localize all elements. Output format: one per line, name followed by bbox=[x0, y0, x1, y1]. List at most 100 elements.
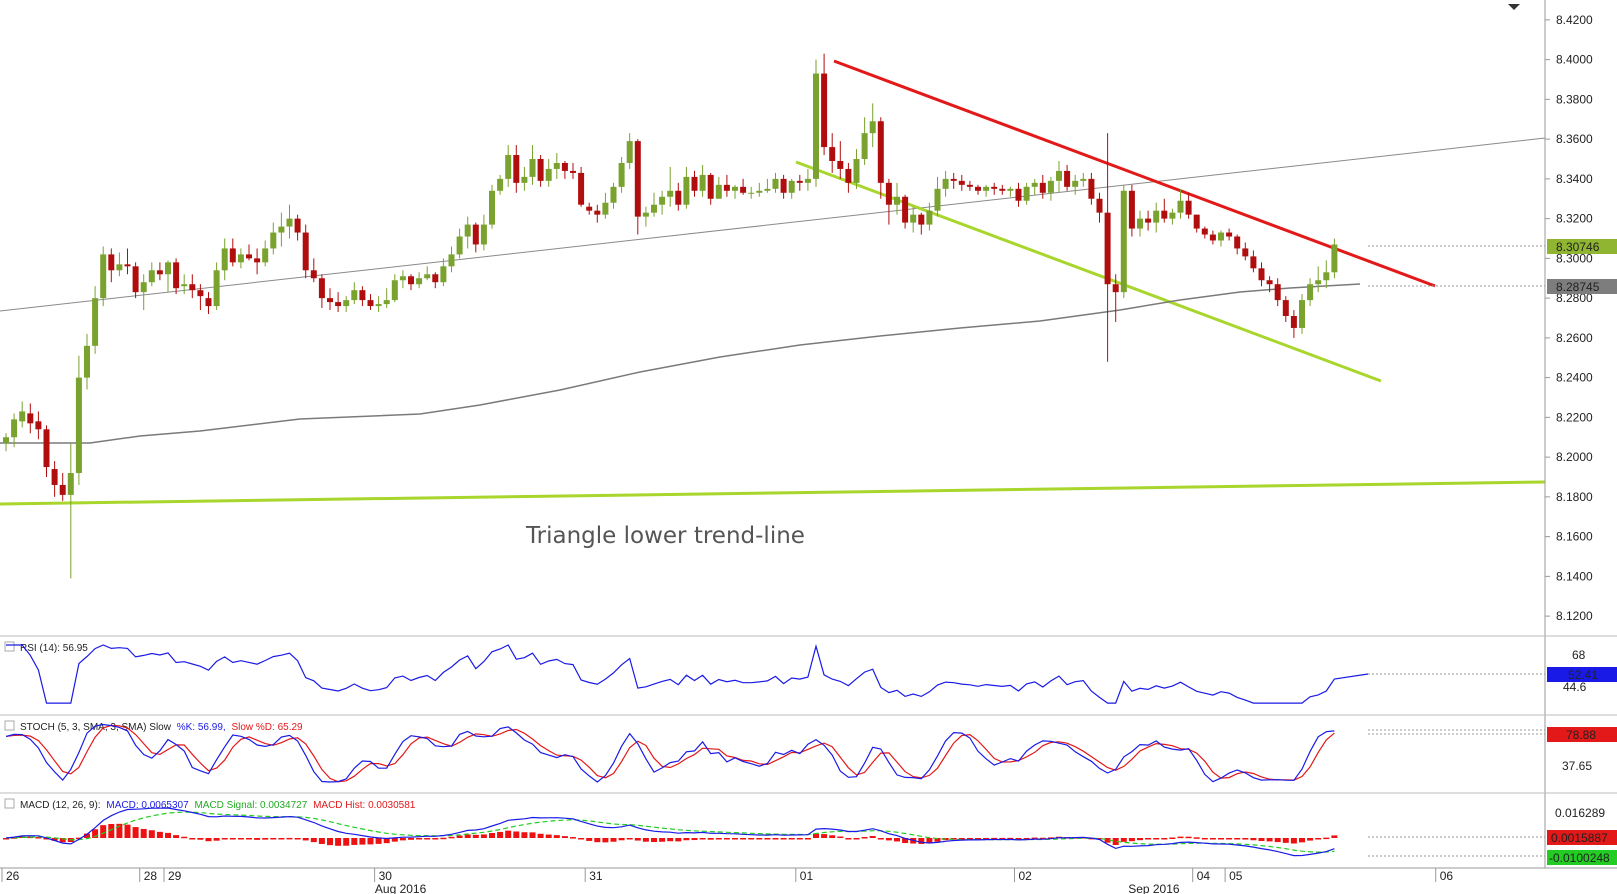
candle[interactable] bbox=[975, 184, 981, 195]
candle[interactable] bbox=[667, 166, 674, 207]
candle[interactable] bbox=[464, 216, 471, 249]
candle[interactable] bbox=[165, 260, 171, 293]
rsi-collapse-icon[interactable] bbox=[4, 641, 15, 652]
candle[interactable] bbox=[764, 178, 771, 193]
candle[interactable] bbox=[513, 145, 520, 193]
candle[interactable] bbox=[877, 117, 884, 199]
macd-panel[interactable]: MACD (12, 26, 9): MACD: 0.0065307 MACD S… bbox=[3, 798, 1617, 865]
candle[interactable] bbox=[537, 155, 544, 187]
candle[interactable] bbox=[148, 262, 155, 287]
candle[interactable] bbox=[1234, 234, 1241, 255]
candle[interactable] bbox=[1015, 182, 1022, 207]
candle[interactable] bbox=[1193, 214, 1200, 233]
candle[interactable] bbox=[1266, 276, 1273, 293]
candle[interactable] bbox=[545, 159, 552, 187]
candle[interactable] bbox=[1137, 210, 1143, 237]
candle[interactable] bbox=[1056, 160, 1062, 193]
candle[interactable] bbox=[1145, 210, 1152, 231]
candle[interactable] bbox=[480, 214, 487, 251]
candle[interactable] bbox=[829, 133, 836, 173]
channel-lower-green-line[interactable] bbox=[795, 160, 1382, 383]
candle[interactable] bbox=[659, 190, 666, 215]
candle[interactable] bbox=[75, 355, 82, 485]
candle[interactable] bbox=[327, 288, 333, 311]
candle[interactable] bbox=[489, 184, 495, 229]
candle[interactable] bbox=[586, 202, 593, 215]
candle[interactable] bbox=[124, 248, 131, 275]
candle[interactable] bbox=[229, 238, 236, 267]
candle[interactable] bbox=[505, 145, 512, 187]
candle[interactable] bbox=[59, 473, 66, 501]
candle[interactable] bbox=[27, 403, 34, 434]
candle[interactable] bbox=[156, 262, 163, 281]
candle[interactable] bbox=[845, 162, 852, 193]
candle[interactable] bbox=[958, 174, 965, 191]
candle[interactable] bbox=[1185, 192, 1192, 219]
candle[interactable] bbox=[399, 270, 406, 289]
candle[interactable] bbox=[197, 284, 204, 311]
candle[interactable] bbox=[732, 184, 738, 199]
candle[interactable] bbox=[19, 401, 26, 428]
candle[interactable] bbox=[343, 296, 350, 313]
candle[interactable] bbox=[796, 174, 803, 191]
candle[interactable] bbox=[1218, 230, 1224, 247]
candle[interactable] bbox=[1177, 188, 1184, 219]
candle[interactable] bbox=[1226, 228, 1233, 241]
candle[interactable] bbox=[100, 246, 107, 307]
candle[interactable] bbox=[1290, 310, 1297, 338]
candle[interactable] bbox=[999, 184, 1006, 195]
candle[interactable] bbox=[270, 222, 277, 255]
candle[interactable] bbox=[1112, 274, 1119, 322]
candle[interactable] bbox=[1080, 172, 1087, 187]
candle[interactable] bbox=[570, 162, 576, 179]
candle[interactable] bbox=[910, 206, 917, 233]
candle[interactable] bbox=[918, 212, 925, 235]
candle[interactable] bbox=[1331, 238, 1338, 279]
stoch-collapse-icon[interactable] bbox=[4, 720, 15, 731]
candle[interactable] bbox=[1047, 176, 1054, 201]
candle[interactable] bbox=[813, 59, 819, 187]
candle[interactable] bbox=[740, 178, 747, 195]
candle[interactable] bbox=[651, 192, 657, 217]
candle[interactable] bbox=[318, 274, 325, 309]
candle[interactable] bbox=[991, 182, 998, 195]
candle[interactable] bbox=[213, 262, 220, 311]
candle[interactable] bbox=[1242, 242, 1249, 261]
candle[interactable] bbox=[424, 266, 431, 281]
candle[interactable] bbox=[237, 248, 244, 269]
candle[interactable] bbox=[294, 214, 301, 241]
candle[interactable] bbox=[748, 186, 755, 199]
candle[interactable] bbox=[302, 224, 309, 279]
candle[interactable] bbox=[683, 166, 690, 209]
candle[interactable] bbox=[894, 182, 900, 215]
candle[interactable] bbox=[1169, 208, 1176, 225]
candle[interactable] bbox=[1039, 174, 1046, 199]
candle[interactable] bbox=[934, 176, 941, 217]
candle[interactable] bbox=[1128, 184, 1135, 237]
triangle-lower-trend-line[interactable] bbox=[0, 480, 1546, 506]
candle[interactable] bbox=[262, 240, 269, 267]
candle[interactable] bbox=[521, 166, 528, 191]
candle[interactable] bbox=[594, 204, 601, 223]
candle[interactable] bbox=[1007, 186, 1014, 197]
candle[interactable] bbox=[1299, 294, 1305, 334]
candle[interactable] bbox=[1250, 250, 1257, 273]
candle[interactable] bbox=[246, 244, 252, 261]
candle[interactable] bbox=[383, 288, 390, 309]
candle[interactable] bbox=[610, 182, 617, 209]
candle[interactable] bbox=[950, 172, 957, 189]
candle[interactable] bbox=[254, 248, 261, 275]
candle[interactable] bbox=[1201, 226, 1208, 239]
candle[interactable] bbox=[707, 172, 714, 205]
candle[interactable] bbox=[1282, 296, 1289, 322]
candle[interactable] bbox=[367, 294, 374, 311]
candle[interactable] bbox=[602, 192, 609, 219]
axis-menu-arrow-icon[interactable] bbox=[1508, 4, 1520, 10]
candle[interactable] bbox=[43, 425, 50, 477]
candle[interactable] bbox=[529, 145, 536, 185]
candle[interactable] bbox=[221, 238, 228, 281]
candle[interactable] bbox=[642, 206, 649, 227]
candle[interactable] bbox=[108, 248, 115, 283]
candle[interactable] bbox=[885, 178, 892, 225]
candle[interactable] bbox=[902, 194, 909, 229]
